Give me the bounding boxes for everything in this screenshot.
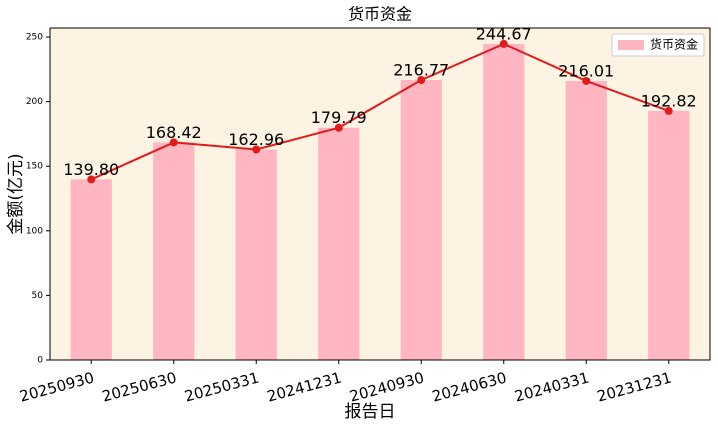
bar: [318, 127, 360, 361]
bar: [400, 79, 442, 360]
x-tick-label: 20250630: [100, 368, 178, 405]
point: [87, 175, 96, 184]
x-tick-group: 20231231: [595, 368, 673, 405]
plot-frame: [49, 27, 711, 361]
point: [582, 76, 591, 85]
point: [334, 123, 343, 132]
x-tick-label: 20240331: [513, 368, 591, 405]
x-tick-label: 20250331: [183, 368, 261, 405]
point: [664, 106, 673, 115]
x-tick-group: 20240930: [348, 368, 426, 405]
bar: [565, 80, 607, 361]
x-tick-label: 20241231: [265, 368, 343, 405]
x-tick-group: 20240630: [430, 368, 508, 405]
bar: [70, 179, 112, 360]
data-label: 139.80: [63, 160, 119, 179]
point: [417, 75, 426, 84]
data-label: 244.67: [476, 24, 532, 43]
x-axis-label: 报告日: [345, 402, 396, 422]
legend: 货币资金: [611, 33, 705, 57]
x-tick-group: 20250331: [183, 368, 261, 405]
y-axis-label: 金额(亿元): [6, 153, 26, 234]
data-label: 179.79: [311, 108, 367, 127]
bar: [153, 142, 195, 360]
legend-label: 货币资金: [650, 37, 698, 52]
y-tick-label: 100: [26, 226, 43, 236]
y-tick-label: 150: [26, 162, 43, 172]
line: [90, 42, 670, 181]
legend-swatch: [618, 40, 644, 50]
y-tick-label: 50: [32, 291, 44, 301]
x-tick-label: 20250930: [18, 368, 96, 405]
y-tick-label: 0: [37, 356, 43, 366]
data-label: 216.01: [558, 61, 614, 80]
point: [252, 145, 261, 154]
point: [169, 138, 178, 147]
point: [499, 39, 508, 48]
x-tick-label: 20231231: [595, 368, 673, 405]
data-label: 162.96: [228, 130, 284, 149]
x-tick-group: 20241231: [265, 368, 343, 405]
data-label: 168.42: [146, 123, 202, 142]
bar: [483, 43, 525, 360]
y-tick-label: 250: [26, 33, 43, 43]
x-tick-group: 20240331: [513, 368, 591, 405]
chart-title: 货币资金: [348, 5, 412, 24]
y-tick-label: 200: [26, 97, 43, 107]
data-label: 192.82: [641, 91, 697, 110]
bar: [235, 149, 277, 360]
x-tick-label: 20240630: [430, 368, 508, 405]
x-tick-group: 20250930: [18, 368, 96, 405]
data-label: 216.77: [393, 60, 449, 79]
legend-box: [611, 33, 705, 57]
bar: [648, 110, 690, 360]
x-tick-label: 20240930: [348, 368, 426, 405]
x-tick-group: 20250630: [100, 368, 178, 405]
